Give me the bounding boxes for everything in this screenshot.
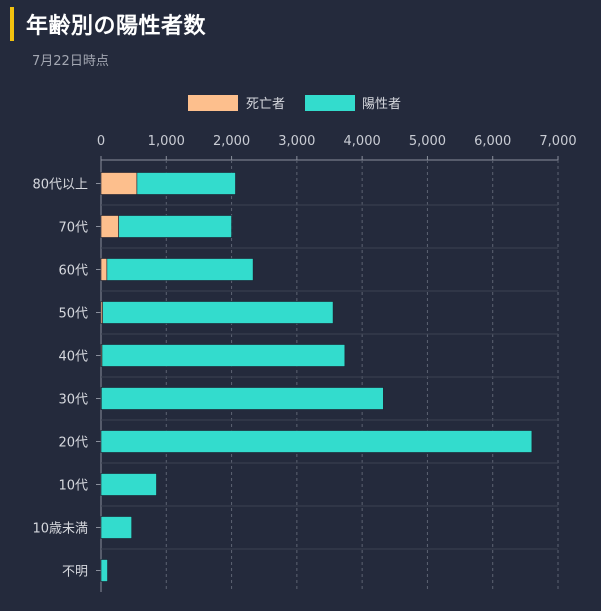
category-row: 不明 [62,548,558,582]
category-label: 40代 [58,350,88,365]
bar-positives [106,258,254,281]
bar-positives [100,430,533,453]
category-label: 80代以上 [32,178,88,193]
x-tick-label: 6,000 [474,134,511,149]
category-row: 50代 [58,290,558,324]
title-block: 年齢別の陽性者数 [10,6,206,42]
page-subtitle: 7月22日時点 [32,54,109,69]
category-label: 10歳未満 [32,522,88,537]
x-axis-ticks: 0 1,000 2,000 3,000 4,000 5,000 6,000 7,000 [97,134,577,160]
bar-positives [101,344,346,367]
x-tick-label: 4,000 [344,134,381,149]
category-label: 60代 [58,264,88,279]
category-row: 70代 [58,204,558,238]
x-tick-label: 2,000 [213,134,250,149]
legend-swatch-0 [188,95,238,111]
category-row: 10代 [58,462,558,496]
bar-positives [102,301,334,324]
bar-positives [101,387,384,410]
x-tick-label: 0 [97,134,105,149]
page-title: 年齢別の陽性者数 [26,14,207,39]
legend-swatch-1 [305,95,355,111]
bar-positives [118,215,232,238]
category-label: 20代 [58,436,88,451]
category-label: 70代 [58,221,88,236]
category-row: 60代 [58,247,558,281]
x-tick-label: 1,000 [148,134,185,149]
x-tick-label: 3,000 [278,134,315,149]
bar-positives [100,559,108,582]
title-accent-bar [10,7,14,41]
bar-deaths [100,258,108,281]
bar-deaths [100,215,119,238]
bar-positives [100,473,157,496]
bar-positives [100,516,132,539]
x-tick-label: 5,000 [409,134,446,149]
category-label: 50代 [58,307,88,322]
category-row: 80代以上 [32,172,236,195]
category-label: 10代 [58,479,88,494]
legend-label-1: 陽性者 [362,97,401,112]
x-tick-label: 7,000 [539,134,576,149]
category-label: 不明 [62,565,88,580]
chart-legend: 死亡者 陽性者 [188,95,401,112]
category-row: 40代 [58,333,558,367]
category-label: 30代 [58,393,88,408]
bar-positives [136,172,236,195]
chart-grid [100,159,559,592]
category-row: 30代 [58,376,558,410]
bar-deaths [100,172,138,195]
category-row: 20代 [58,419,558,453]
category-row: 10歳未満 [32,505,558,539]
legend-label-0: 死亡者 [246,97,285,112]
